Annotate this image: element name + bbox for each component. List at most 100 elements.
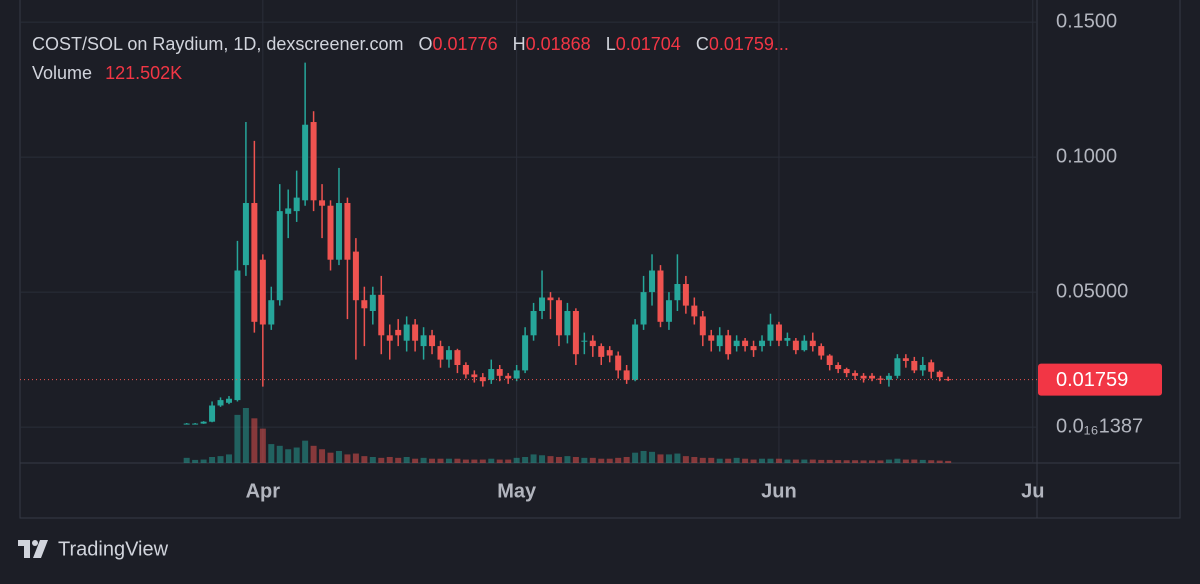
l-value: 0.01704 [615,34,681,54]
volume-bar [183,457,190,463]
volume-bar [293,447,300,463]
candle-body [276,211,283,301]
y-tick-label: 0.1000 [1056,145,1117,167]
volume-bar [784,459,791,463]
candle-body [555,300,562,336]
candle-body [183,423,190,425]
volume-bar [420,457,427,463]
volume-bar [268,444,275,463]
volume-bar [835,460,842,463]
volume-bar [471,459,478,463]
candle-body [462,365,469,375]
volume-bar [708,457,715,463]
volume-bar [412,458,419,463]
candle-body [479,377,486,382]
volume-bar [555,456,562,463]
volume-bar [826,459,833,463]
candle-body [665,300,672,322]
candle-body [581,340,588,342]
candle-body [843,369,850,374]
candle-body [259,259,266,325]
volume-bar [242,408,249,463]
candle-body [936,371,943,378]
volume-bar [403,456,410,463]
candle-body [539,297,546,312]
volume-bar [801,459,808,463]
candle-body [386,335,393,341]
candle-body [378,294,385,336]
x-tick-label: Jun [761,480,797,502]
candle-body [209,405,216,422]
h-key: H [512,34,526,54]
candle-body [742,340,749,347]
candle-body [902,358,909,361]
volume-bar [429,458,436,463]
volume-bar [682,456,689,463]
candle-body [352,251,359,301]
volume-bar [217,456,224,463]
volume-bar [945,460,952,463]
volume-bar [606,458,613,463]
volume-bar [936,460,943,463]
y-tick-label: 0.1500 [1056,10,1117,32]
candles [183,62,952,425]
candle-body [792,340,799,351]
volume-bar [699,457,706,463]
candle-body [869,375,876,379]
candle-body [852,373,859,376]
volume-bar [818,459,825,463]
volume-bar [285,449,292,463]
volume-bar [302,440,309,463]
candle-body [606,350,613,356]
candle-body [615,355,622,371]
volume-bar [335,450,342,463]
grid [20,0,1037,463]
candle-body [716,335,723,347]
volume-bar [657,454,664,463]
volume-bar [911,459,918,463]
volume-bar [437,458,444,463]
candle-body [530,311,537,336]
volume-bar [505,459,512,463]
volume-bar [488,458,495,463]
candle-body [234,270,241,401]
volume-value: 121.502K [105,63,183,83]
candle-body [801,340,808,351]
volume-bar [691,456,698,463]
volume-bar [344,454,351,463]
volume-bar [513,457,520,463]
candle-body [657,270,664,322]
candle-body [733,340,740,347]
volume-bar [742,458,749,463]
last-price-label: 0.01759 [1056,369,1128,391]
last-price-badge [1038,363,1162,396]
legend-line-1: COST/SOL on Raydium, 1D, dexscreener.com… [32,34,789,55]
candle-body [395,329,402,336]
candle-body [725,335,732,355]
candle-body [344,203,351,260]
candle-body [682,284,689,306]
volume-bar [894,458,901,463]
candle-body [403,324,410,341]
candle-body [767,324,774,341]
candle-body [835,365,842,370]
volume-bar [327,452,334,463]
volume-bars [183,408,952,463]
candle-body [454,350,461,366]
y-tick-label: 0.05000 [1056,280,1128,302]
volume-bar [200,459,207,463]
volume-bar [919,459,926,463]
candle-body [750,346,757,351]
volume-bar [843,460,850,463]
candle-body [445,350,452,360]
o-key: O [418,34,433,54]
volume-bar [572,456,579,463]
volume-bar [369,456,376,463]
candle-body [649,270,656,293]
candle-body [674,284,681,301]
volume-bar [445,458,452,463]
volume-bar [192,459,199,463]
x-tick-label: Ju [1021,480,1044,502]
candle-body [885,375,892,380]
